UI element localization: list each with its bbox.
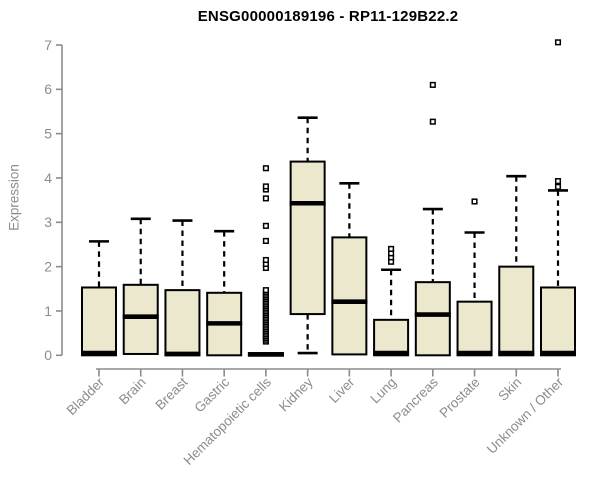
box <box>331 236 368 356</box>
boxplot-hematopoietic-cells <box>247 165 284 357</box>
outlier-point <box>554 183 562 190</box>
x-tick-label: Bladder <box>64 374 108 418</box>
y-tick-label: 4 <box>44 170 52 186</box>
outlier-point <box>262 183 269 190</box>
y-tick-label: 0 <box>44 347 52 363</box>
y-tick-label: 7 <box>44 37 52 53</box>
boxplot-liver <box>331 182 368 356</box>
boxplot-kidney <box>289 116 326 355</box>
y-tick-label: 3 <box>44 214 52 230</box>
box <box>81 286 117 357</box>
boxplot-unknown-other <box>540 39 576 357</box>
y-tick-label: 1 <box>44 303 52 319</box>
boxplot-gastric <box>206 229 243 357</box>
y-tick-label: 6 <box>44 81 52 97</box>
x-tick-label: Unknown / Other <box>484 374 567 457</box>
chart-title: ENSG00000189196 - RP11-129B22.2 <box>197 8 459 25</box>
outlier-point <box>429 118 436 125</box>
outlier-point <box>262 287 269 294</box>
outlier-point <box>388 245 395 252</box>
outlier-point <box>554 39 562 46</box>
box <box>122 283 159 355</box>
boxplot-brain <box>122 217 159 355</box>
boxplot-bladder <box>81 240 117 357</box>
box <box>373 318 410 357</box>
outlier-point <box>262 222 269 229</box>
x-tick-label: Pancreas <box>390 374 441 425</box>
box <box>414 281 451 357</box>
boxplot-skin <box>498 174 535 357</box>
box <box>456 300 493 357</box>
y-tick-label: 2 <box>44 259 52 275</box>
x-tick-label: Breast <box>152 374 190 412</box>
box <box>540 286 576 357</box>
boxplot-prostate <box>456 198 493 357</box>
outlier-point <box>471 198 478 205</box>
box <box>289 160 326 316</box>
x-tick-label: Lung <box>367 375 399 407</box>
outlier-point <box>262 237 269 244</box>
y-tick-label: 5 <box>44 126 52 142</box>
boxplot-pancreas <box>414 81 451 357</box>
boxplot-lung <box>373 245 410 357</box>
boxplot-breast <box>164 219 201 357</box>
x-tick-label: Prostate <box>437 375 483 421</box>
box <box>164 289 201 357</box>
x-tick-label: Liver <box>326 374 358 406</box>
x-tick-label: Brain <box>116 375 149 408</box>
outlier-point <box>262 195 269 202</box>
outlier-point <box>262 165 269 172</box>
x-tick-label: Skin <box>495 375 524 404</box>
x-tick-label: Gastric <box>191 374 232 415</box>
outlier-point <box>429 81 436 88</box>
outlier-point <box>262 256 269 264</box>
box <box>498 265 535 357</box>
outlier-point <box>554 178 562 185</box>
x-tick-label: Kidney <box>276 374 316 414</box>
